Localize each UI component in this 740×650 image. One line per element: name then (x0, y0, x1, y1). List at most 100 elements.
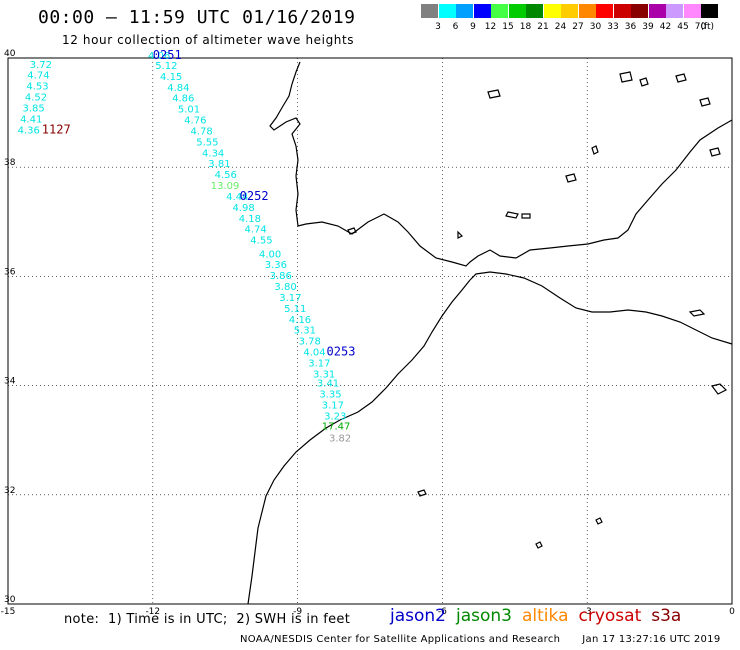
map-frame (7, 57, 733, 605)
wave-height-label: 3.41 (317, 379, 339, 390)
color-swatch (491, 4, 508, 18)
color-swatch (508, 4, 526, 18)
generated-timestamp: Jan 17 13:27:16 UTC 2019 (582, 634, 721, 645)
lon-tick-label: -9 (293, 607, 302, 617)
coastline (247, 279, 471, 605)
wave-height-label: 3.17 (308, 358, 330, 369)
coastline (709, 147, 721, 157)
legend-item: altika (522, 606, 569, 626)
color-swatch (438, 4, 456, 18)
coastline (457, 230, 464, 239)
color-scale-label: 27 (572, 22, 584, 32)
coastline (505, 211, 519, 219)
color-swatch (421, 4, 438, 18)
color-swatch (683, 4, 701, 18)
color-scale-label: 21 (537, 22, 549, 32)
color-scale-label: 39 (642, 22, 654, 32)
lon-tick-label: -3 (583, 607, 592, 617)
lon-tick-label: -12 (145, 607, 160, 617)
lon-tick-label: -6 (438, 607, 447, 617)
wave-height-label: 4.53 (26, 82, 48, 93)
wave-height-label: 4.06 (148, 51, 170, 62)
legend-item: jason3 (456, 606, 512, 626)
wave-height-label: 3.72 (30, 60, 52, 71)
wave-height-label: 4.00 (259, 249, 281, 260)
color-swatch (561, 4, 578, 18)
wave-height-label: 4.34 (202, 148, 224, 159)
wave-height-label: 4.74 (27, 71, 49, 82)
color-scale-label: 6 (452, 22, 459, 32)
color-swatch (648, 4, 666, 18)
wave-height-label: 4.15 (160, 72, 182, 83)
color-scale-label: 42 (659, 22, 672, 32)
wave-height-label: 4.76 (184, 116, 206, 127)
color-swatch (613, 4, 631, 18)
wave-height-label: 4.36 (18, 125, 40, 136)
wave-height-label: 3.35 (319, 390, 341, 401)
color-swatch (701, 4, 718, 18)
wave-height-label: 5.31 (294, 326, 316, 337)
lon-tick-label: -15 (1, 607, 16, 617)
wave-height-label: 4.44 (226, 192, 248, 203)
lat-tick-label: 36 (4, 267, 16, 277)
wave-height-label: 3.86 (270, 271, 292, 282)
legend-item: s3a (651, 606, 682, 626)
wave-height-label: 4.55 (250, 236, 272, 247)
coastline (487, 89, 501, 99)
color-scale-label: 70 (694, 22, 707, 32)
wave-height-label: 4.78 (190, 126, 212, 137)
coastline (699, 97, 711, 107)
coastline (469, 271, 733, 345)
pass-time-label: 0251 (153, 48, 182, 62)
lon-tick-label: 0 (729, 607, 735, 617)
wave-height-label: 3.17 (322, 401, 344, 412)
pass-time-label: 0252 (240, 189, 269, 203)
color-scale-label: 15 (502, 22, 514, 32)
color-scale-label: 36 (624, 22, 637, 32)
coastline (688, 309, 706, 317)
wave-height-label: 5.01 (178, 105, 200, 116)
coastline (535, 541, 543, 549)
coastline (521, 213, 531, 219)
wave-height-label: 3.81 (208, 159, 230, 170)
color-scale-label: 18 (519, 22, 532, 32)
wave-height-label: 13.09 (211, 181, 240, 192)
wave-height-label: 4.18 (239, 214, 261, 225)
wave-height-label: 3.23 (324, 411, 346, 422)
color-swatch (526, 4, 543, 18)
color-swatch (578, 4, 596, 18)
lat-tick-label: 30 (4, 595, 16, 605)
map-title: 00:00 – 11:59 UTC 01/16/2019 (38, 7, 356, 28)
color-swatch (631, 4, 648, 18)
footnote: note: 1) Time is in UTC; 2) SWH is in fe… (64, 612, 351, 627)
map-subtitle: 12 hour collection of altimeter wave hei… (62, 33, 355, 47)
wave-height-label: 5.11 (284, 304, 306, 315)
color-swatch (456, 4, 473, 18)
color-scale-label: 45 (677, 22, 689, 32)
satellite-legend: jason2 jason3 altika cryosat s3a (390, 606, 691, 626)
wave-height-label: 3.85 (22, 104, 44, 115)
color-scale-label: 30 (589, 22, 602, 32)
lat-tick-label: 34 (4, 377, 16, 387)
wave-height-label: 4.04 (303, 348, 325, 359)
coastline (639, 77, 649, 87)
wave-height-label: 4.52 (25, 93, 47, 104)
coastline (710, 383, 728, 395)
color-scale-label: 33 (607, 22, 619, 32)
wave-height-label: 3.78 (299, 337, 321, 348)
coastline (591, 145, 599, 155)
coastline (269, 61, 733, 267)
wave-height-label: 3.82 (329, 433, 351, 444)
legend-item: cryosat (578, 606, 642, 626)
credit-line: NOAA/NESDIS Center for Satellite Applica… (240, 634, 721, 645)
color-swatch (473, 4, 491, 18)
lat-tick-label: 32 (4, 486, 15, 496)
pass-time-label: 1127 (42, 122, 71, 136)
legend-item: jason2 (390, 606, 446, 626)
wave-height-label: 5.55 (196, 137, 218, 148)
coastline (675, 73, 687, 83)
lat-tick-label: 40 (4, 49, 16, 59)
color-swatch (596, 4, 613, 18)
color-scale-label: 24 (554, 22, 567, 32)
